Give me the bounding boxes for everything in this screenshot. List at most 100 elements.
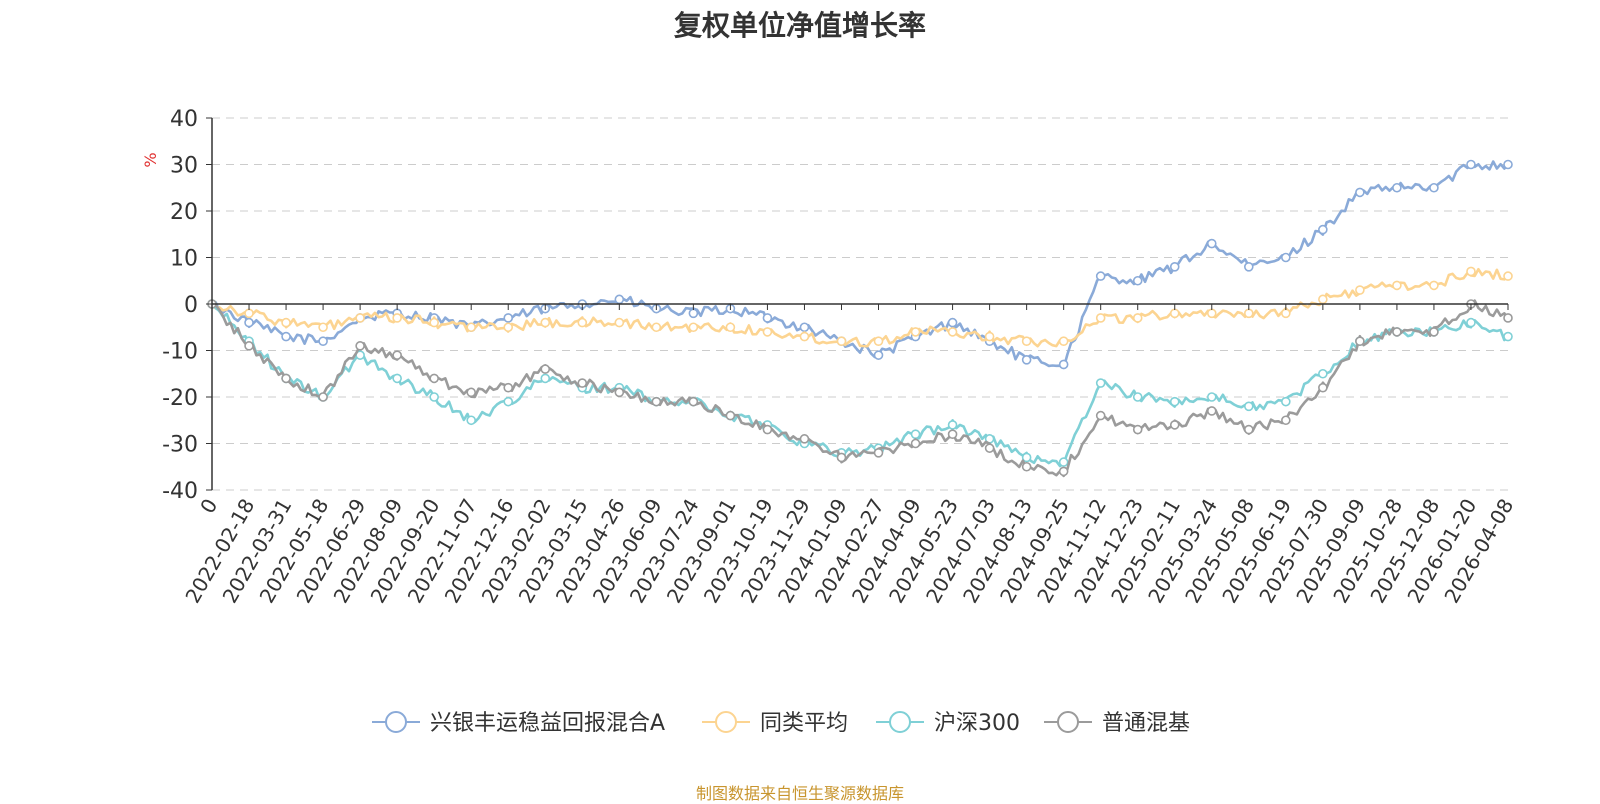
series-point (1503, 159, 1513, 170)
series-point (540, 317, 551, 328)
legend-item: 沪深300 (876, 711, 1020, 736)
y-axis-label: % (141, 152, 160, 167)
series-point (1281, 415, 1291, 426)
series-point (910, 429, 921, 440)
series-line (211, 303, 1509, 468)
legend: 兴银丰运稳益回报混合A 同类平均 沪深300 普通混基 (372, 711, 1190, 736)
series-line (211, 267, 1509, 348)
series-point (799, 322, 810, 333)
series-point (540, 373, 551, 384)
series-point (1318, 368, 1328, 379)
series-point (1318, 382, 1328, 393)
series-point (466, 322, 477, 333)
series-point (244, 308, 254, 319)
series-point (1429, 182, 1439, 193)
series-point (947, 327, 958, 337)
y-tick-label: -10 (162, 340, 198, 365)
series-point (1281, 252, 1291, 263)
series-point (355, 341, 365, 351)
series-point (1095, 313, 1106, 323)
y-tick-label: 10 (170, 247, 198, 272)
legend-marker (715, 711, 737, 733)
y-tick-label: 30 (170, 154, 198, 179)
series-point (1206, 238, 1217, 249)
series-point (244, 317, 254, 328)
series-point (1058, 359, 1069, 370)
series-point (1281, 396, 1291, 407)
series-point (910, 438, 921, 449)
series-point (1392, 280, 1402, 291)
y-tick-label: -20 (162, 386, 198, 411)
legend-marker (385, 711, 407, 733)
series-point (1169, 261, 1180, 272)
series-point (1281, 308, 1291, 319)
series-point (392, 350, 402, 360)
chart-title: 复权单位净值增长率 (673, 9, 926, 42)
series-point (1355, 336, 1365, 347)
series-point (947, 317, 958, 328)
series-point (1021, 354, 1032, 365)
series-point (1503, 271, 1513, 281)
series-point (1169, 420, 1180, 430)
series-point (1244, 261, 1254, 272)
series-point (762, 327, 773, 337)
series-point (318, 322, 328, 333)
series-point (725, 410, 736, 421)
series-point (1466, 266, 1476, 277)
series-point (577, 317, 588, 328)
legend-label: 普通混基 (1102, 711, 1190, 736)
y-tick-label: 40 (170, 107, 198, 132)
series-point (281, 331, 291, 342)
y-tick-label: 0 (184, 293, 198, 318)
legend-label: 同类平均 (760, 711, 848, 736)
series-point (651, 396, 662, 407)
series-point (1206, 308, 1217, 319)
legend-marker (889, 711, 911, 733)
series-point (1206, 406, 1217, 416)
series-line (211, 299, 1510, 478)
series-point (1206, 392, 1217, 402)
series-point (873, 336, 884, 347)
legend-item: 同类平均 (702, 711, 848, 736)
series-point (614, 294, 625, 305)
series-point (1132, 313, 1143, 323)
series-point (577, 378, 588, 388)
series-point (355, 313, 365, 323)
series-point (984, 331, 995, 342)
series-point (614, 387, 625, 398)
series-point (1429, 280, 1439, 291)
series-point (688, 308, 699, 319)
y-tick-label: 20 (170, 200, 198, 225)
series-point (503, 382, 514, 393)
series-point (318, 392, 328, 402)
series-point (1169, 308, 1180, 319)
series-point (1058, 336, 1069, 347)
legend-item: 兴银丰运稳益回报混合A (372, 711, 665, 736)
series-point (1466, 159, 1476, 170)
series-point (1244, 308, 1254, 319)
series-line (211, 160, 1509, 370)
series-point (1318, 224, 1328, 235)
legend-marker (1057, 711, 1079, 733)
series-point (762, 424, 773, 435)
series-point (799, 331, 810, 342)
series-point (503, 313, 514, 323)
series-point (429, 317, 439, 328)
series-point (392, 313, 402, 323)
series-point (947, 429, 958, 440)
series-point (429, 373, 439, 384)
series-point (1318, 294, 1328, 305)
series-point (1095, 410, 1106, 421)
series-point (1355, 187, 1365, 198)
series-point (873, 447, 884, 458)
series-point (1244, 424, 1254, 435)
legend-label: 兴银丰运稳益回报混合A (430, 711, 665, 736)
grid-layer (212, 117, 1508, 491)
series-point (392, 373, 402, 384)
legend-label: 沪深300 (934, 711, 1020, 736)
series-point (1058, 466, 1069, 477)
series-point (540, 364, 551, 374)
series-point (318, 336, 328, 347)
series-point (1355, 285, 1365, 295)
series-point (1244, 401, 1254, 412)
